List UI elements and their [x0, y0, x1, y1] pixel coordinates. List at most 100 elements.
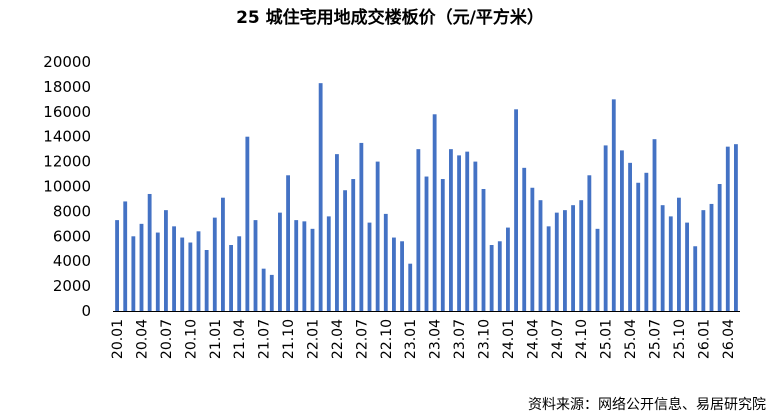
bar-26.02	[709, 203, 714, 311]
x-tick-label: 22.04	[330, 319, 346, 359]
bar-24.09	[571, 205, 575, 311]
bar-24.08	[563, 210, 567, 311]
bar-21.07	[261, 268, 266, 311]
bar-22.09	[375, 161, 380, 311]
bar-22.04	[335, 154, 339, 311]
bar-21.02	[221, 197, 225, 311]
x-tick-label: 25.01	[599, 319, 615, 359]
bar-23.06	[449, 149, 453, 311]
bar-20.10	[188, 242, 193, 311]
x-tick-label: 20.01	[110, 319, 126, 359]
bar-23.10	[481, 188, 486, 311]
bar-21.09	[278, 212, 282, 311]
chart-title: 25 城住宅用地成交楼板价（元/平方米）	[236, 7, 544, 28]
y-tick-label: 12000	[43, 153, 91, 171]
bar-25.05	[636, 182, 641, 311]
bar-24.10	[579, 200, 584, 311]
bar-21.01	[212, 217, 217, 312]
bar-21.12	[302, 221, 307, 311]
bar-21.04	[237, 236, 242, 311]
x-tick-label: 21.10	[281, 319, 297, 359]
x-tick-label: 20.07	[159, 319, 175, 359]
y-tick-label: 20000	[43, 53, 91, 71]
bar-22.01	[310, 228, 315, 311]
bar-22.08	[367, 222, 372, 311]
bar-25.11	[685, 222, 689, 311]
y-tick-label: 16000	[43, 103, 91, 121]
y-tick-label: 2000	[53, 277, 91, 295]
bar-22.12	[400, 241, 404, 311]
x-tick-label: 21.04	[232, 319, 248, 359]
bar-series	[115, 83, 738, 312]
bar-24.11	[587, 175, 592, 311]
x-tick-label: 22.10	[379, 319, 395, 359]
bar-20.05	[147, 193, 152, 311]
bar-20.07	[164, 210, 168, 311]
bar-21.05	[245, 136, 250, 311]
bar-25.10	[677, 197, 681, 311]
bar-20.11	[196, 231, 201, 311]
x-tick-label: 23.07	[452, 319, 468, 359]
bar-21.03	[229, 245, 233, 311]
bar-23.04	[432, 114, 437, 311]
y-tick-label: 0	[81, 302, 91, 320]
bar-26.04	[725, 146, 730, 311]
bar-25.01	[603, 145, 608, 311]
bar-22.07	[359, 142, 364, 311]
x-tick-label: 25.07	[648, 319, 664, 359]
x-tick-label: 23.01	[403, 319, 419, 359]
bar-20.01	[115, 220, 119, 311]
bar-20.06	[155, 232, 160, 311]
bar-20.04	[139, 223, 144, 311]
bar-23.11	[489, 245, 494, 311]
x-tick-label: 25.04	[623, 319, 639, 359]
bar-25.08	[660, 205, 665, 311]
bar-20.03	[131, 236, 136, 311]
bar-24.04	[530, 187, 535, 311]
bar-25.07	[652, 139, 657, 311]
bar-24.03	[522, 167, 527, 311]
x-tick-label: 24.10	[574, 319, 590, 359]
x-tick-label: 25.10	[672, 319, 688, 359]
bar-21.08	[269, 274, 274, 311]
bar-25.04	[628, 162, 632, 311]
bar-24.01	[506, 227, 510, 311]
bar-22.10	[383, 213, 388, 311]
bar-22.02	[318, 83, 323, 311]
bar-21.06	[253, 220, 258, 311]
bar-23.03	[424, 176, 429, 311]
y-tick-label: 4000	[53, 252, 91, 270]
bar-25.09	[668, 216, 673, 311]
bar-25.12	[693, 246, 698, 311]
bar-23.07	[457, 155, 461, 312]
x-tick-label: 22.07	[354, 319, 370, 359]
x-tick-label: 23.04	[428, 319, 444, 359]
y-axis-ticks: 0 2000 4000 6000 8000 10000 12000 14000 16000 180…	[43, 53, 91, 320]
bar-23.08	[465, 151, 470, 311]
x-tick-label: 24.04	[525, 319, 541, 359]
bar-24.05	[538, 200, 543, 311]
bar-22.11	[392, 237, 396, 311]
bar-26.01	[701, 210, 706, 311]
bar-24.06	[546, 226, 551, 311]
bar-24.12	[595, 228, 600, 311]
x-tick-label: 26.01	[696, 319, 712, 359]
bar-25.02	[611, 99, 616, 311]
x-tick-label: 26.04	[721, 319, 737, 359]
y-tick-label: 14000	[43, 128, 91, 146]
bar-22.06	[351, 179, 356, 311]
x-tick-label: 20.10	[183, 319, 199, 359]
bar-23.12	[497, 241, 502, 311]
bar-24.02	[514, 109, 518, 311]
bar-22.03	[326, 216, 331, 311]
y-tick-label: 18000	[43, 78, 91, 96]
bar-25.03	[620, 150, 624, 311]
bar-20.12	[204, 250, 209, 311]
y-tick-label: 8000	[53, 202, 91, 220]
x-axis-ticks: 20.01 20.04 20.07 20.10 21.01 21.04 21.07 21.10…	[110, 319, 737, 359]
x-tick-label: 21.01	[208, 319, 224, 359]
x-tick-label: 23.10	[477, 319, 493, 359]
x-tick-label: 24.07	[550, 319, 566, 359]
bar-24.07	[554, 212, 559, 311]
